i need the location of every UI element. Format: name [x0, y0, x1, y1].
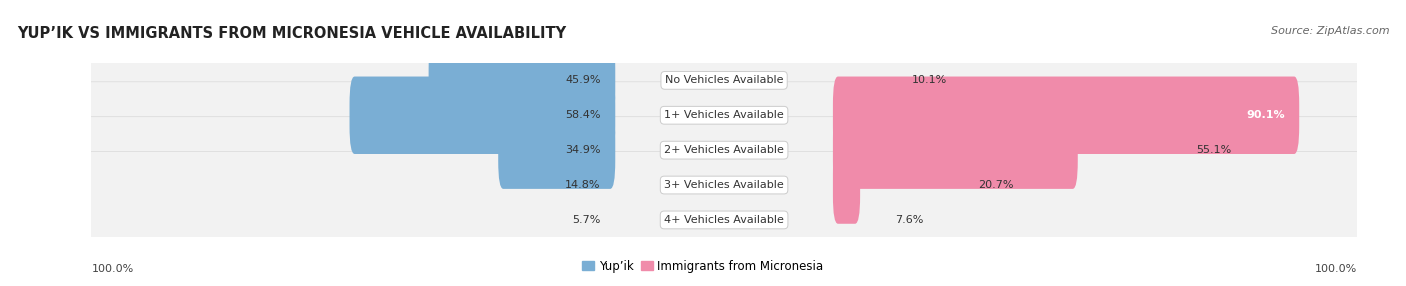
FancyBboxPatch shape [82, 47, 1367, 184]
Text: 2+ Vehicles Available: 2+ Vehicles Available [664, 145, 785, 155]
Text: 34.9%: 34.9% [565, 145, 600, 155]
Legend: Yup’ik, Immigrants from Micronesia: Yup’ik, Immigrants from Micronesia [578, 255, 828, 277]
Text: 20.7%: 20.7% [979, 180, 1014, 190]
Text: 7.6%: 7.6% [896, 215, 924, 225]
Text: 100.0%: 100.0% [91, 264, 134, 274]
FancyBboxPatch shape [832, 77, 1299, 154]
Text: 5.7%: 5.7% [572, 215, 600, 225]
Text: 90.1%: 90.1% [1246, 110, 1285, 120]
Text: 10.1%: 10.1% [911, 76, 946, 85]
FancyBboxPatch shape [832, 112, 1078, 189]
FancyBboxPatch shape [82, 117, 1367, 253]
FancyBboxPatch shape [498, 112, 616, 189]
Text: 14.8%: 14.8% [565, 180, 600, 190]
Text: 4+ Vehicles Available: 4+ Vehicles Available [664, 215, 785, 225]
Text: 45.9%: 45.9% [565, 76, 600, 85]
FancyBboxPatch shape [429, 42, 616, 119]
Text: Source: ZipAtlas.com: Source: ZipAtlas.com [1271, 26, 1389, 36]
Text: No Vehicles Available: No Vehicles Available [665, 76, 783, 85]
Text: 100.0%: 100.0% [1315, 264, 1357, 274]
FancyBboxPatch shape [82, 82, 1367, 219]
FancyBboxPatch shape [832, 146, 860, 224]
FancyBboxPatch shape [350, 77, 616, 154]
FancyBboxPatch shape [82, 12, 1367, 149]
Text: YUP’IK VS IMMIGRANTS FROM MICRONESIA VEHICLE AVAILABILITY: YUP’IK VS IMMIGRANTS FROM MICRONESIA VEH… [17, 26, 567, 41]
Text: 3+ Vehicles Available: 3+ Vehicles Available [664, 180, 785, 190]
Text: 55.1%: 55.1% [1197, 145, 1232, 155]
FancyBboxPatch shape [82, 152, 1367, 286]
Text: 58.4%: 58.4% [565, 110, 600, 120]
Text: 1+ Vehicles Available: 1+ Vehicles Available [664, 110, 785, 120]
